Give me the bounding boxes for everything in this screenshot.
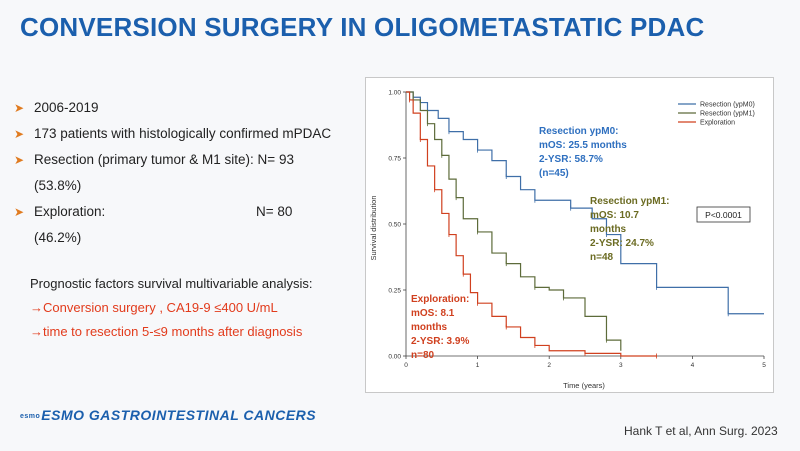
annotation-line: months — [411, 322, 448, 333]
y-tick-label: 0.00 — [388, 354, 401, 361]
bullet-text: Resection (primary tumor & M1 site): N= … — [34, 152, 294, 167]
logo-text: ESMO GASTROINTESTINAL CANCERS — [41, 407, 317, 423]
pvalue-text: P<0.0001 — [705, 210, 742, 220]
x-tick-label: 4 — [691, 362, 695, 369]
annotation-line: mOS: 10.7 — [590, 210, 639, 221]
bullet-list: ➤ 2006-2019 ➤ 173 patients with histolog… — [14, 95, 364, 251]
bullet-text: Exploration: — [34, 204, 106, 219]
annotation-title: Resection ypM1: — [590, 196, 669, 207]
x-tick-label: 2 — [547, 362, 551, 369]
y-axis-label: Survival distribution — [369, 195, 378, 260]
esmo-logo: esmoESMO GASTROINTESTINAL CANCERS — [20, 407, 316, 423]
km-curve-exploration — [406, 91, 657, 357]
bullet-text: 173 patients with histologically confirm… — [34, 126, 332, 141]
annotation-line: months — [590, 224, 627, 235]
y-tick-label: 0.50 — [388, 222, 401, 229]
annotation-line: n=48 — [590, 252, 614, 263]
legend-label: Resection (ypM1) — [700, 111, 755, 118]
bullet-count: N= 80 — [256, 204, 293, 219]
arrow-bullet-icon: ➤ — [14, 101, 25, 115]
legend: Resection (ypM0) Resection (ypM1) Explor… — [678, 102, 755, 127]
y-tick-label: 0.25 — [388, 288, 401, 295]
legend-label: Exploration — [700, 120, 735, 127]
annotation-line: n=80 — [411, 350, 435, 361]
annotation-title: Resection ypM0: — [539, 126, 618, 137]
arrow-bullet-icon: ➤ — [14, 153, 25, 167]
annotation-title: Exploration: — [411, 294, 469, 305]
bullet-text: 2006-2019 — [34, 100, 99, 115]
survival-chart: 0.00 0.25 0.50 0.75 1.00 0 1 2 3 4 5 Survival dist… — [365, 77, 774, 393]
bullet-continuation: (53.8%) — [34, 178, 82, 193]
bullet-item: ➤ 173 patients with histologically confi… — [14, 121, 364, 147]
km-curve-ypm0 — [406, 91, 764, 315]
annotation-line: 2-YSR: 24.7% — [590, 238, 654, 249]
annotation-ypm1: Resection ypM1: mOS: 10.7 months 2-YSR: … — [590, 196, 669, 263]
annotation-line: 2-YSR: 3.9% — [411, 336, 469, 347]
annotation-line: mOS: 25.5 months — [539, 140, 627, 151]
slide-title: CONVERSION SURGERY IN OLIGOMETASTATIC PD… — [20, 12, 705, 42]
prognostic-heading: Prognostic factors survival multivariabl… — [30, 276, 313, 291]
arrow-bullet-icon: ➤ — [14, 127, 25, 141]
bullet-continuation: (46.2%) — [34, 230, 82, 245]
km-plot: 0.00 0.25 0.50 0.75 1.00 0 1 2 3 4 5 Survival dist… — [369, 90, 766, 391]
annotation-exploration: Exploration: mOS: 8.1 months 2-YSR: 3.9%… — [411, 294, 469, 361]
annotation-ypm0: Resection ypM0: mOS: 25.5 months 2-YSR: … — [539, 126, 627, 179]
citation: Hank T et al, Ann Surg. 2023 — [624, 424, 778, 438]
y-tick-label: 0.75 — [388, 156, 401, 163]
annotation-line: (n=45) — [539, 168, 569, 179]
x-tick-label: 5 — [762, 362, 766, 369]
prognostic-item: →Conversion surgery , CA19-9 ≤400 U/mL — [30, 300, 278, 315]
chart-axes: 0.00 0.25 0.50 0.75 1.00 0 1 2 3 4 5 — [388, 90, 766, 370]
bullet-item: ➤ 2006-2019 — [14, 95, 364, 121]
bullet-item: ➤ Exploration: N= 80 — [14, 199, 364, 225]
prognostic-item: →time to resection 5-≤9 months after dia… — [30, 324, 303, 339]
annotation-line: mOS: 8.1 — [411, 308, 455, 319]
x-tick-label: 1 — [476, 362, 480, 369]
annotation-line: 2-YSR: 58.7% — [539, 154, 603, 165]
logo-prefix: esmo — [20, 412, 41, 420]
prognostic-factors: Prognostic factors survival multivariabl… — [30, 272, 370, 344]
x-axis-label: Time (years) — [563, 381, 605, 390]
pvalue-box — [696, 206, 751, 223]
bullet-item: ➤ Resection (primary tumor & M1 site): N… — [14, 147, 364, 173]
legend-label: Resection (ypM0) — [700, 102, 755, 109]
arrow-bullet-icon: ➤ — [14, 205, 25, 219]
x-tick-label: 0 — [404, 362, 408, 369]
x-tick-label: 3 — [619, 362, 623, 369]
y-tick-label: 1.00 — [388, 90, 401, 97]
chart-curves — [406, 91, 764, 359]
